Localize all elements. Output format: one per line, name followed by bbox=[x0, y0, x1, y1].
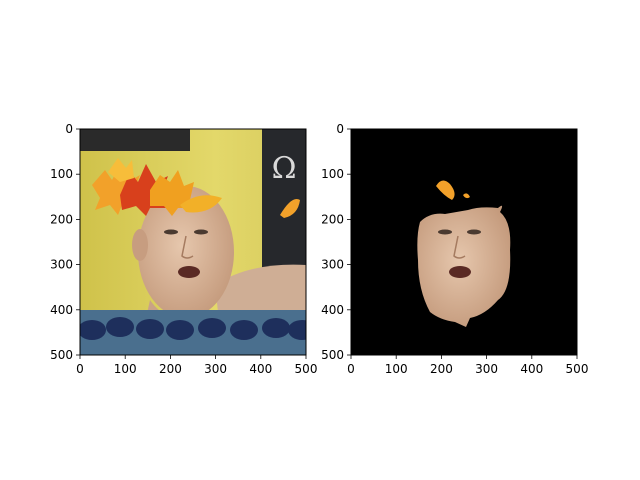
right-ytick-label: 500 bbox=[321, 348, 344, 362]
left-ytick-label: 0 bbox=[65, 122, 73, 136]
right-eye bbox=[194, 229, 208, 235]
banner-top bbox=[80, 129, 190, 151]
left-axes-frame bbox=[79, 128, 307, 356]
seg-nose bbox=[453, 235, 466, 259]
nose bbox=[181, 235, 194, 259]
right-xtick-label: 300 bbox=[475, 362, 498, 376]
left-xtick-label: 400 bbox=[249, 362, 272, 376]
left-ytick-label: 300 bbox=[50, 258, 73, 272]
left-ear bbox=[132, 229, 148, 261]
seg-right-eye bbox=[467, 229, 481, 235]
seg-leaf-fragment bbox=[436, 180, 455, 200]
original-image-panel: Ω bbox=[80, 129, 306, 355]
right-xtick-label: 100 bbox=[385, 362, 408, 376]
left-xtick-label: 100 bbox=[114, 362, 137, 376]
right-xtick-label: 200 bbox=[430, 362, 453, 376]
dark-banner bbox=[262, 129, 306, 269]
left-ytick-label: 400 bbox=[50, 303, 73, 317]
left-xtick-label: 0 bbox=[76, 362, 84, 376]
right-ytick-label: 0 bbox=[336, 122, 344, 136]
right-ytick-label: 200 bbox=[321, 212, 344, 226]
segmented-image-panel bbox=[351, 129, 577, 355]
right-ytick-label: 400 bbox=[321, 303, 344, 317]
right-xtick-label: 0 bbox=[347, 362, 355, 376]
left-ytick-label: 500 bbox=[50, 348, 73, 362]
head bbox=[138, 186, 234, 318]
right-ytick-label: 100 bbox=[321, 167, 344, 181]
right-ytick-label: 300 bbox=[321, 258, 344, 272]
mouth bbox=[178, 266, 200, 278]
left-ytick-label: 200 bbox=[50, 212, 73, 226]
seg-mouth bbox=[449, 266, 471, 278]
left-xtick-label: 300 bbox=[204, 362, 227, 376]
lane-rope bbox=[80, 317, 306, 340]
right-xtick-label: 500 bbox=[566, 362, 589, 376]
left-xtick-label: 500 bbox=[295, 362, 318, 376]
left-ytick-label: 100 bbox=[50, 167, 73, 181]
autumn-leaves bbox=[92, 158, 300, 218]
seg-leaf-fragment-small bbox=[463, 193, 470, 199]
right-xtick-label: 400 bbox=[520, 362, 543, 376]
left-xtick-label: 200 bbox=[159, 362, 182, 376]
left-eye bbox=[164, 229, 178, 235]
seg-left-eye bbox=[438, 229, 452, 235]
right-axes-frame bbox=[350, 128, 578, 356]
omega-logo: Ω bbox=[272, 151, 297, 186]
